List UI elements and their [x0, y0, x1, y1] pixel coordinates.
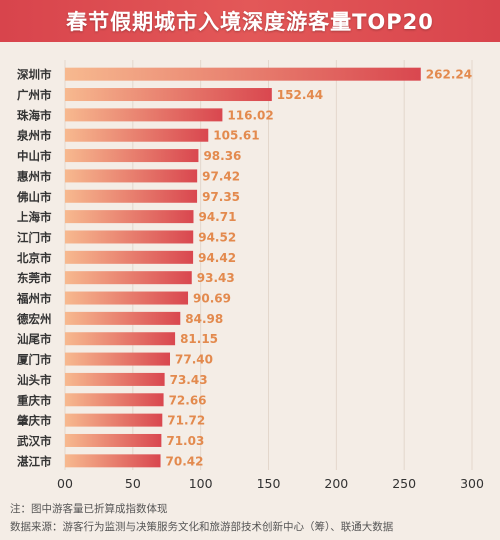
value-label: 94.71: [198, 210, 236, 224]
category-label: 武汉市: [17, 434, 52, 448]
x-tick-label: 300: [460, 476, 484, 491]
bar: [65, 311, 181, 325]
x-tick-label: 50: [125, 476, 141, 491]
footer-note: 注：图中游客量已折算成指数体现: [10, 503, 168, 515]
bar: [65, 189, 198, 203]
category-label: 湛江市: [17, 454, 52, 468]
category-label: 中山市: [17, 149, 52, 163]
bar: [65, 108, 223, 122]
value-label: 93.43: [197, 271, 235, 285]
value-label: 94.42: [198, 251, 236, 265]
bar: [65, 454, 161, 468]
category-label: 江门市: [17, 230, 52, 244]
category-label: 泉州市: [16, 129, 52, 143]
grid-lines: [64, 60, 473, 470]
value-label: 84.98: [185, 312, 223, 326]
x-tick-label: 150: [257, 476, 281, 491]
x-tick-label: 00: [57, 476, 73, 491]
labels: 00 50 100 150 200 250 300 深圳市 262.24 广州市 152.44 珠海市…: [16, 68, 484, 491]
bar: [65, 88, 272, 102]
x-tick-label: 100: [189, 476, 213, 491]
bar: [65, 352, 171, 366]
x-tick-label: 250: [392, 476, 416, 491]
value-label: 72.66: [169, 393, 207, 407]
bars: [65, 67, 421, 468]
bar: [65, 67, 421, 81]
category-label: 北京市: [17, 251, 52, 265]
value-label: 116.02: [227, 108, 273, 122]
bar: [65, 413, 163, 427]
category-label: 深圳市: [17, 68, 52, 82]
value-label: 262.24: [426, 68, 472, 82]
category-label: 珠海市: [17, 108, 52, 122]
bar: [65, 169, 198, 183]
bar: [65, 250, 194, 264]
x-tick-label: 200: [324, 476, 348, 491]
chart-header: 春节假期城市入境深度游客量TOP20: [0, 0, 500, 42]
category-label: 肇庆市: [16, 414, 52, 428]
category-label: 汕尾市: [17, 332, 52, 346]
value-label: 77.40: [175, 353, 213, 367]
value-label: 97.42: [202, 169, 240, 183]
value-label: 94.52: [198, 230, 236, 244]
footer-source: 数据来源：游客行为监测与决策服务文化和旅游部技术创新中心（筹）、联通大数据: [10, 521, 394, 533]
value-label: 90.69: [193, 292, 231, 306]
bar: [65, 393, 164, 407]
bar: [65, 230, 194, 244]
bar: [65, 291, 189, 305]
bar: [65, 149, 199, 163]
category-label: 德宏州: [16, 312, 52, 326]
category-label: 惠州市: [17, 169, 52, 183]
category-label: 上海市: [17, 210, 52, 224]
value-label: 70.42: [166, 454, 204, 468]
category-label: 广州市: [17, 88, 52, 102]
value-label: 98.36: [203, 149, 241, 163]
category-label: 佛山市: [16, 190, 52, 204]
category-label: 东莞市: [17, 271, 52, 285]
value-label: 97.35: [202, 190, 240, 204]
bar: [65, 210, 194, 224]
category-label: 厦门市: [17, 353, 52, 367]
bar: [65, 372, 165, 386]
category-label: 福州市: [16, 292, 52, 306]
category-label: 汕头市: [17, 373, 52, 387]
value-label: 152.44: [277, 88, 323, 102]
bar: [65, 271, 192, 285]
bar: [65, 433, 162, 447]
bar: [65, 128, 209, 142]
chart-footer: 注：图中游客量已折算成指数体现 数据来源：游客行为监测与决策服务文化和旅游部技术…: [10, 500, 500, 536]
value-label: 71.72: [167, 414, 205, 428]
bar: [65, 332, 176, 346]
category-label: 重庆市: [17, 393, 52, 407]
chart-title: 春节假期城市入境深度游客量TOP20: [66, 10, 434, 34]
value-label: 73.43: [170, 373, 208, 387]
value-label: 81.15: [180, 332, 218, 346]
value-label: 71.03: [166, 434, 204, 448]
value-label: 105.61: [213, 129, 259, 143]
